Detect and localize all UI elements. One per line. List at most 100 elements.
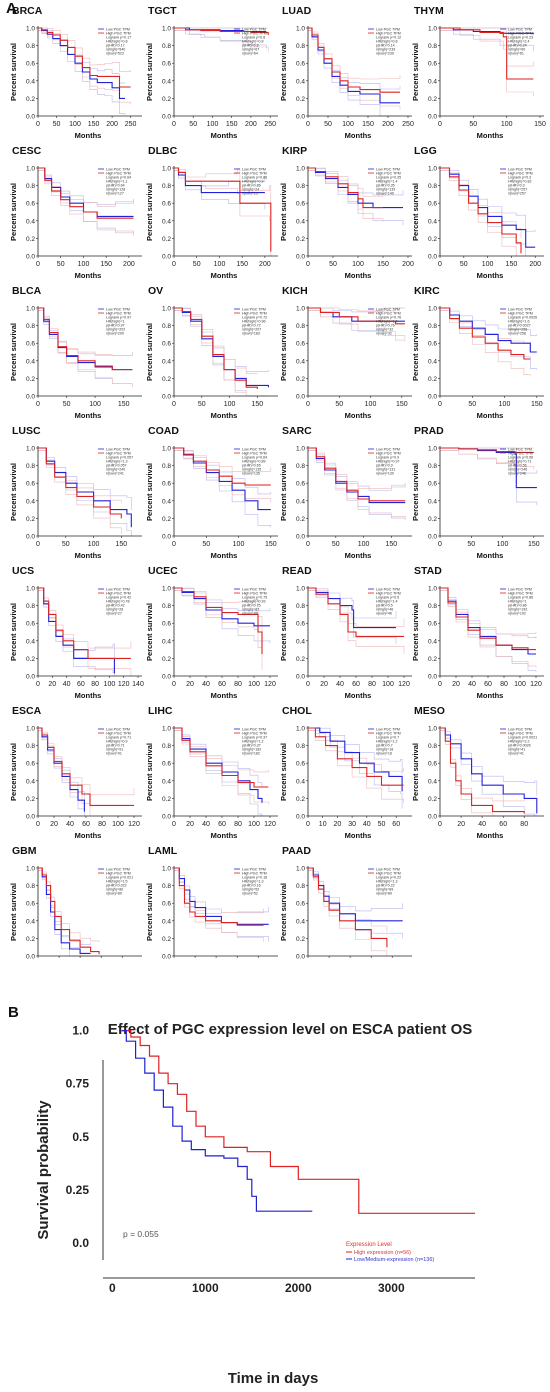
x-tick-label: 100 (352, 261, 364, 268)
x-tick-label: 120 (398, 681, 410, 688)
legend-line: HR(high)=1.4 (376, 600, 397, 604)
y-axis-label: Percent survival (279, 323, 288, 381)
y-axis-label: Percent survival (411, 43, 420, 101)
x-tick-label: 50 (332, 541, 340, 548)
x-tick-label: 20 (48, 681, 56, 688)
curve-low-pgc (308, 27, 400, 104)
km-panel-gbm: GBM0.00.20.40.60.81.0020406080MonthsPerc… (9, 845, 142, 960)
x-tick-label: 60 (499, 821, 507, 828)
legend-line: p(HR)=0.64 (106, 184, 125, 188)
legend-line: High PGC TPM (106, 312, 131, 316)
legend-line: HR(high)=1.4 (376, 320, 397, 324)
legend-line: p(HR)=0.76 (376, 324, 395, 328)
x-tick-label: 150 (251, 401, 263, 408)
y-tick-label: 0.4 (428, 218, 437, 225)
legend-line: Logrank p=0.71 (106, 736, 131, 740)
y-tick-label: 1.0 (162, 446, 171, 453)
y-tick-label: 1.0 (162, 586, 171, 593)
y-tick-label: 0.0 (162, 674, 171, 681)
y-tick-label: 0.4 (26, 358, 35, 365)
x-tick-label: 50 (469, 121, 477, 128)
x-tick-label: 150 (88, 121, 100, 128)
x-tick-label: 0 (172, 681, 176, 688)
y-tick-label: 0.2 (428, 796, 437, 803)
y-tick-label: 0.6 (428, 341, 437, 348)
x-axis-label: Months (211, 831, 238, 840)
y-axis-label: Percent survival (145, 43, 154, 101)
panel-title: KICH (282, 285, 308, 297)
x-tick-label: 80 (91, 681, 99, 688)
panel-title: LAML (148, 845, 178, 857)
x-tick-label: 0 (172, 821, 176, 828)
curve-low-pgc (308, 167, 403, 209)
legend-line: n(high)=128 (106, 188, 125, 192)
legend-line: HR(high)=2.4 (508, 40, 529, 44)
y-tick-label: 0.6 (296, 201, 305, 208)
x-axis-label: Months (211, 411, 238, 420)
km-panel-cesc: CESC 0.0 0.2 0.4 0.6 0.8 1.0 0 50 100 150 200 Months… (9, 145, 142, 280)
x-tick-label: 30 (348, 821, 356, 828)
x-tick-label: 100 (358, 541, 370, 548)
curve-high-pgc (440, 727, 525, 814)
panel-title: PAAD (282, 845, 311, 857)
legend-line: Low PGC TPM (376, 728, 400, 732)
x-axis-label: Months (345, 551, 372, 560)
y-tick-label: 0.0 (26, 674, 35, 681)
legend-line: p(HR)=0.8 (242, 44, 259, 48)
legend-line: Low PGC TPM (508, 588, 532, 592)
legend-line: n(low)=258 (508, 332, 526, 336)
y-tick-label: 0.6 (428, 761, 437, 768)
km-panel-kirc: KIRC 0.0 0.2 0.4 0.6 0.8 1.0 0 50 100 150 Months Per… (411, 285, 544, 420)
y-tick-label: 0.6 (162, 481, 171, 488)
legend-line: Low PGC TPM (106, 448, 130, 452)
legend-line: n(high)=135 (242, 468, 261, 472)
legend-line: n(high)=28 (106, 608, 123, 612)
y-tick-label: 0.8 (428, 43, 437, 50)
legend-line: HR(high)=0.82 (508, 180, 531, 184)
y-tick-label: 1.0 (296, 726, 305, 733)
legend-line: HR(high)=0.8 (106, 40, 127, 44)
legend-line: High PGC TPM (508, 32, 533, 36)
legend-line: p(HR)=0.86 (242, 184, 261, 188)
y-tick-label: 0.4 (296, 358, 305, 365)
legend-line: Logrank p=0.56 (508, 456, 533, 460)
legend-line: n(high)=131 (376, 468, 395, 472)
x-tick-label: 20 (457, 821, 465, 828)
y-tick-label: 0.0 (26, 394, 35, 401)
ci-high-lower (308, 310, 406, 342)
curve-high-pgc (308, 27, 400, 93)
y-tick-label: 0.75 (66, 1077, 90, 1091)
ci-low-upper (440, 307, 538, 336)
legend-line: Low PGC TPM (106, 28, 130, 32)
y-tick-label: 0.0 (296, 394, 305, 401)
x-tick-label: 0 (306, 401, 310, 408)
legend-line: n(high)=87 (242, 608, 259, 612)
y-tick-label: 0.8 (162, 743, 171, 750)
curve-high-expression (121, 1030, 475, 1214)
legend-line: Logrank p=0.23 (508, 36, 533, 40)
x-tick-label: 80 (234, 681, 242, 688)
legend-line: p(HR)=0.35 (376, 184, 395, 188)
x-tick-label: 100 (112, 821, 124, 828)
legend-line: n(low)=23 (242, 192, 258, 196)
legend-line: Logrank p=0.35 (376, 176, 401, 180)
legend-line: Logrank p=0.86 (508, 596, 533, 600)
y-axis-label: Percent survival (145, 183, 154, 241)
x-tick-label: 100 (499, 401, 511, 408)
y-tick-label: 1.0 (428, 306, 437, 313)
ci-low-lower (38, 590, 115, 676)
legend-line: p(HR)=0.97 (106, 324, 125, 328)
x-tick-label: 0 (36, 821, 40, 828)
x-axis-label: Months (477, 691, 504, 700)
ci-high-lower (440, 30, 534, 97)
ci-high-lower (38, 170, 134, 236)
km-panel-kich: KICH 0.0 0.2 0.4 0.6 0.8 1.0 0 50 100 150 Months Per… (279, 285, 412, 420)
x-tick-label: 50 (53, 121, 61, 128)
x-tick-label: 40 (63, 681, 71, 688)
legend-line: n(low)=61 (508, 52, 524, 56)
curve-high-pgc (38, 447, 122, 519)
panel-title: GBM (12, 845, 37, 857)
x-tick-label: 0 (109, 1281, 116, 1295)
legend-line: High PGC TPM (508, 172, 533, 176)
x-tick-label: 60 (484, 681, 492, 688)
